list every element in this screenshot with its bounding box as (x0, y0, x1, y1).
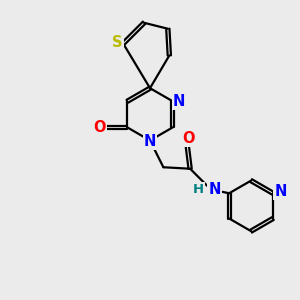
Text: N: N (208, 182, 221, 197)
Text: S: S (112, 34, 123, 50)
Text: H: H (193, 183, 204, 196)
Text: N: N (274, 184, 286, 199)
Text: O: O (182, 131, 195, 146)
Text: N: N (173, 94, 185, 109)
Text: O: O (93, 120, 105, 135)
Text: N: N (144, 134, 156, 148)
